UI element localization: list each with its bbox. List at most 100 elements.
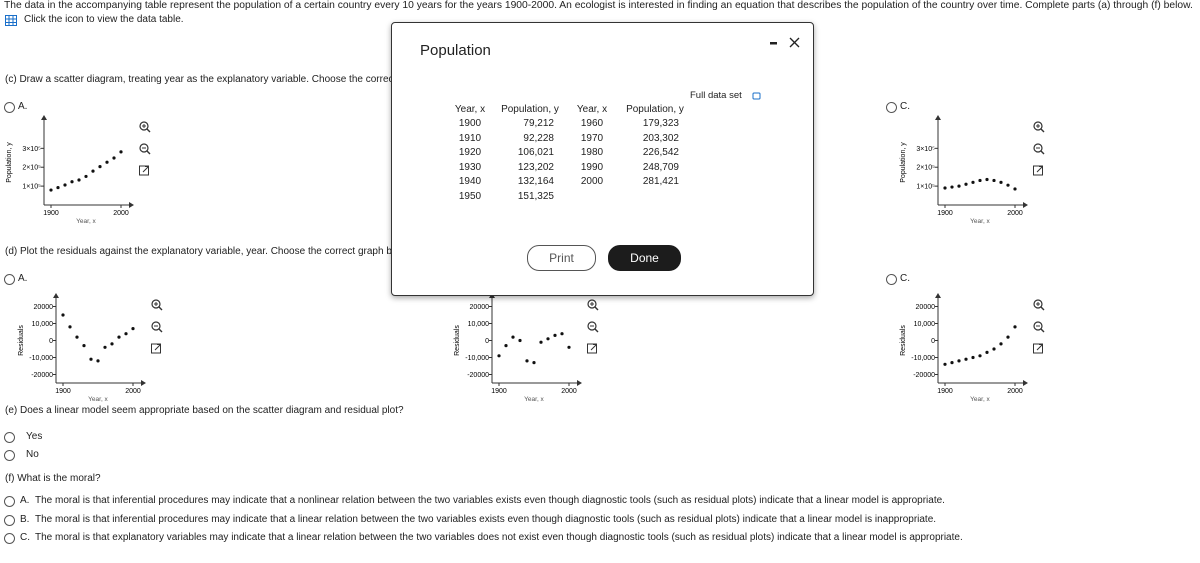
radio[interactable] <box>4 450 15 461</box>
zoom-out-icon[interactable] <box>139 143 149 153</box>
x-tick-label: 2000 <box>113 210 129 217</box>
popout-icon[interactable] <box>1033 343 1043 354</box>
zoom-out-icon[interactable] <box>151 321 161 331</box>
radio[interactable] <box>4 533 15 544</box>
x-tick-label: 1900 <box>55 388 71 395</box>
icon-part <box>146 150 151 155</box>
zoom-in-icon[interactable] <box>1033 299 1043 309</box>
x-tick-label: 2000 <box>125 388 141 395</box>
radio[interactable] <box>886 274 897 285</box>
point <box>985 350 989 354</box>
y-axis-label: Population, y <box>6 142 13 183</box>
radio[interactable] <box>4 515 15 526</box>
point <box>999 342 1003 346</box>
point <box>110 342 114 346</box>
graph: Residuals -20000 -10,000 0 10,000 20000 1900 20… <box>12 290 177 415</box>
zoom-in-icon[interactable] <box>139 121 149 131</box>
point <box>61 313 65 317</box>
column-header: Year, x <box>454 104 486 115</box>
option-label: C. <box>900 101 910 112</box>
point <box>89 357 93 361</box>
x-axis-label: Year, x <box>970 396 990 403</box>
table-cell: 79,212 <box>523 118 554 129</box>
copy-icon[interactable] <box>752 91 762 100</box>
point <box>49 188 53 192</box>
point <box>1013 325 1017 329</box>
zoom-out-icon[interactable] <box>587 321 597 331</box>
y-tick-label: 10,000 <box>32 321 54 328</box>
column-header: Population, y <box>501 104 559 115</box>
option-label: A. <box>20 495 30 506</box>
point <box>91 169 95 173</box>
point <box>992 178 996 183</box>
popout-icon[interactable] <box>1033 165 1043 176</box>
icon-part <box>158 328 163 333</box>
table-cell: 106,021 <box>517 147 554 159</box>
radio[interactable] <box>4 102 15 113</box>
icon-part <box>1040 128 1045 133</box>
table-cell: 1940 <box>458 176 482 188</box>
table-icon[interactable] <box>5 15 17 26</box>
table-cell: 132,164 <box>517 176 554 188</box>
y-tick-label: -20000 <box>913 372 935 379</box>
icon-part <box>142 166 149 173</box>
y-tick-label: 10,000 <box>468 321 490 328</box>
table-cell: 248,709 <box>642 161 679 173</box>
icon-part <box>158 306 163 311</box>
column-header: Year, x <box>576 104 608 115</box>
point <box>964 182 968 186</box>
point <box>943 362 947 366</box>
table-cell: 1900 <box>458 118 482 129</box>
print-button[interactable]: Print <box>527 245 596 271</box>
part-f-prompt: (f) What is the moral? <box>5 473 101 484</box>
option-text: No <box>26 449 39 460</box>
full-data-set[interactable]: Full data set <box>690 90 742 101</box>
radio[interactable] <box>886 102 897 113</box>
radio[interactable] <box>4 432 15 443</box>
table-cell: 1970 <box>580 132 604 144</box>
point <box>560 332 564 336</box>
y-tick-label: 0 <box>49 338 53 345</box>
dialog-title: Population <box>420 42 491 59</box>
point <box>978 354 982 358</box>
x-tick-label: 2000 <box>1007 388 1023 395</box>
zoom-in-icon[interactable] <box>587 299 597 309</box>
part-c-prompt: (c) Draw a scatter diagram, treating yea… <box>5 74 456 85</box>
zoom-in-icon[interactable] <box>1033 121 1043 131</box>
table-cell: 226,542 <box>642 147 679 159</box>
point <box>518 338 522 343</box>
point <box>1013 187 1017 191</box>
point <box>68 325 72 329</box>
radio[interactable] <box>4 496 15 507</box>
data-link[interactable]: Click the icon to view the data table. <box>24 14 184 25</box>
radio[interactable] <box>4 274 15 285</box>
point <box>950 185 954 189</box>
icon-part <box>594 328 599 333</box>
popout-icon[interactable] <box>151 343 161 354</box>
y-axis-label: Population, y <box>900 142 907 183</box>
zoom-in-icon[interactable] <box>151 299 161 309</box>
table-cell: 1910 <box>458 132 482 144</box>
icon-part <box>154 344 161 351</box>
y-tick-label: 20000 <box>916 304 936 311</box>
y-tick-label: 20000 <box>470 304 490 311</box>
y-tick-label: 0 <box>931 338 935 345</box>
y-tick-label: 10,000 <box>914 321 936 328</box>
y-tick-label: 3×10⁵ <box>916 146 935 153</box>
popout-icon[interactable] <box>587 343 597 354</box>
point <box>950 361 954 365</box>
window-controls[interactable] <box>770 36 802 50</box>
point <box>943 186 947 190</box>
icon-part <box>1036 344 1043 351</box>
point <box>957 359 961 363</box>
option-label: A. <box>18 101 28 112</box>
y-axis-label: Residuals <box>900 325 907 356</box>
popout-icon[interactable] <box>139 165 149 176</box>
zoom-out-icon[interactable] <box>1033 321 1043 331</box>
icon-part <box>594 306 599 311</box>
done-button[interactable]: Done <box>608 245 681 271</box>
zoom-out-icon[interactable] <box>1033 143 1043 153</box>
point <box>1006 183 1010 187</box>
axis-arrow <box>1023 380 1028 386</box>
point <box>124 332 128 336</box>
